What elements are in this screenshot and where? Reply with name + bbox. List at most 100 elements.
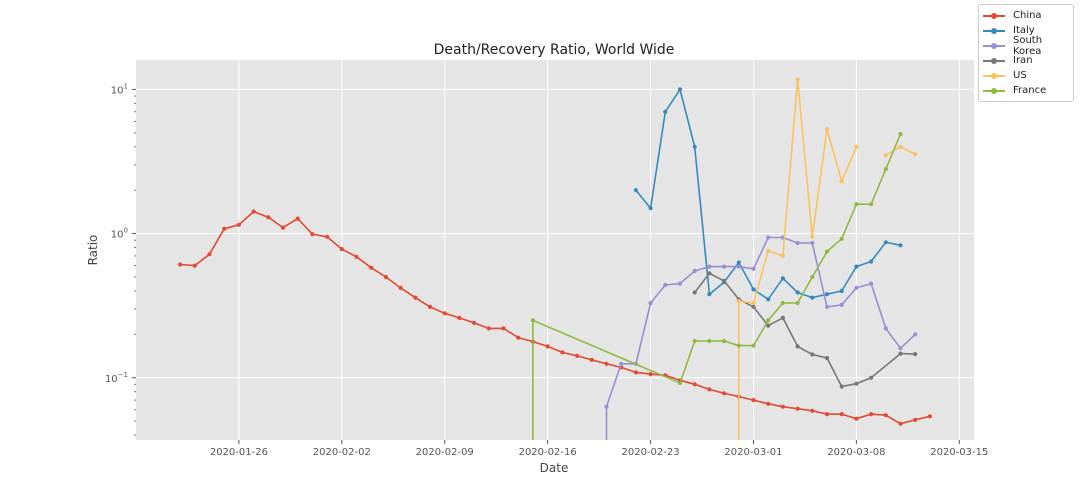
data-point-iran [839, 384, 844, 389]
data-point-china [501, 326, 506, 331]
data-point-us [824, 127, 830, 132]
legend-item-us: US [983, 68, 1069, 83]
data-point-france [751, 343, 756, 348]
data-point-italy [736, 260, 741, 265]
data-point-china [310, 232, 315, 237]
data-point-china [236, 222, 241, 227]
legend-item-france: France [983, 83, 1069, 98]
data-point-iran [707, 271, 712, 276]
data-point-us [810, 234, 815, 239]
y-tick-exponent: −1 [118, 371, 128, 379]
data-point-south-korea [810, 240, 815, 246]
data-point-china [413, 295, 418, 300]
data-point-china [751, 398, 756, 403]
data-point-china [795, 406, 800, 411]
data-point-china [207, 252, 212, 257]
data-point-china [927, 414, 933, 419]
data-point-china [648, 372, 653, 377]
data-point-france [854, 202, 859, 207]
data-point-china [178, 262, 183, 267]
plot-area [136, 60, 974, 440]
y-tick-exponent: 1 [124, 82, 128, 90]
y-tick-label: 100 [111, 227, 128, 241]
data-point-france [780, 300, 786, 306]
series-line-france [532, 133, 902, 440]
data-point-italy [780, 276, 786, 281]
data-point-france [530, 318, 536, 323]
series-line-us [737, 78, 858, 440]
data-point-south-korea [913, 332, 918, 337]
data-point-iran [692, 290, 697, 295]
data-point-iran [824, 355, 830, 361]
chart-title: Death/Recovery Ratio, World Wide [434, 42, 675, 58]
data-point-china [575, 353, 580, 358]
data-point-south-korea [795, 240, 800, 246]
data-point-china [898, 421, 903, 426]
data-point-us [839, 179, 844, 184]
data-point-south-korea [648, 300, 653, 306]
data-point-france [898, 132, 903, 137]
series-line-china [180, 210, 931, 425]
data-point-italy [692, 144, 697, 149]
data-point-italy [707, 292, 712, 297]
data-point-italy [854, 264, 859, 269]
data-point-china [339, 247, 344, 252]
data-point-south-korea [707, 264, 712, 269]
x-tick-label: 2020-02-09 [416, 447, 474, 458]
data-point-italy [869, 259, 874, 264]
data-point-china [604, 361, 609, 366]
data-point-italy [810, 295, 815, 300]
data-point-south-korea [663, 282, 668, 288]
legend-item-china: China [983, 8, 1069, 23]
data-point-china [325, 234, 330, 239]
legend-label: Iran [1013, 55, 1033, 66]
legend-label: China [1013, 10, 1042, 21]
data-point-france [722, 338, 727, 344]
data-point-south-korea [898, 346, 903, 351]
data-point-italy [663, 109, 668, 114]
data-point-china [383, 274, 388, 280]
data-point-france [839, 236, 844, 241]
data-point-china [707, 387, 712, 392]
data-point-france [869, 202, 874, 207]
data-point-china [854, 416, 859, 421]
data-point-south-korea [736, 264, 741, 269]
legend: China Italy South Korea Iran US France [978, 4, 1074, 102]
data-point-china [780, 404, 786, 409]
data-point-china [486, 326, 491, 331]
data-point-china [766, 401, 771, 406]
data-point-italy [633, 188, 639, 193]
data-point-china [810, 408, 815, 413]
x-tick-label: 2020-02-23 [621, 447, 679, 458]
data-point-iran [913, 352, 918, 357]
data-point-china [722, 391, 727, 396]
data-point-us [795, 77, 800, 82]
data-point-china [839, 412, 844, 417]
data-point-iran [898, 351, 903, 356]
x-tick-label: 2020-03-15 [930, 447, 988, 458]
data-point-iran [854, 381, 859, 386]
x-axis-ticks: 2020-01-26 2020-02-02 2020-02-09 2020-02-16… [210, 440, 988, 458]
data-point-china [354, 254, 359, 259]
data-point-us [736, 299, 741, 304]
legend-swatch [983, 71, 1005, 81]
data-point-china [472, 320, 477, 325]
y-tick-label: 10−1 [105, 371, 128, 385]
legend-label: France [1013, 85, 1047, 96]
data-point-china [545, 344, 550, 349]
legend-swatch [983, 26, 1005, 36]
y-tick-base: 10 [111, 85, 124, 96]
series-iran [692, 271, 918, 389]
data-point-china [427, 304, 433, 309]
data-point-china [251, 209, 256, 214]
x-tick-label: 2020-03-01 [724, 447, 782, 458]
data-point-china [398, 285, 403, 290]
data-point-italy [898, 243, 903, 248]
data-point-south-korea [722, 264, 727, 269]
data-point-south-korea [854, 285, 859, 290]
data-point-italy [883, 240, 888, 245]
data-point-south-korea [751, 266, 756, 271]
data-point-us [766, 248, 771, 253]
y-tick-base: 10 [111, 230, 124, 241]
